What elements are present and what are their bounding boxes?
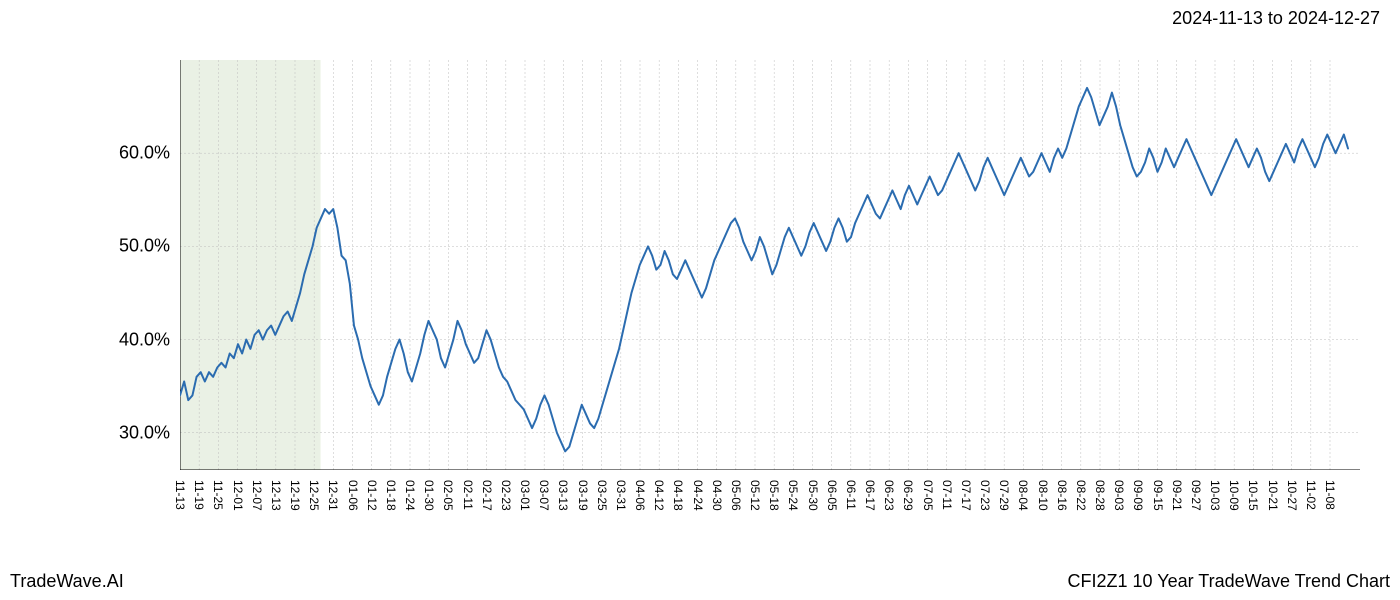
x-tick-label: 09-03 <box>1112 480 1126 511</box>
x-tick-label: 01-06 <box>346 480 360 511</box>
x-tick-label: 04-24 <box>691 480 705 511</box>
x-tick-label: 01-18 <box>384 480 398 511</box>
x-tick-label: 08-22 <box>1074 480 1088 511</box>
horizontal-gridlines <box>180 153 1360 433</box>
x-tick-label: 09-09 <box>1131 480 1145 511</box>
x-tick-label: 05-06 <box>729 480 743 511</box>
x-tick-label: 06-29 <box>901 480 915 511</box>
x-tick-label: 02-05 <box>441 480 455 511</box>
y-tick-label: 40.0% <box>110 329 170 350</box>
y-tick-label: 50.0% <box>110 236 170 257</box>
x-tick-label: 03-19 <box>576 480 590 511</box>
x-tick-label: 10-09 <box>1227 480 1241 511</box>
x-tick-label: 07-05 <box>921 480 935 511</box>
x-tick-label: 12-01 <box>231 480 245 511</box>
x-tick-label: 05-12 <box>748 480 762 511</box>
chart-container <box>180 60 1360 470</box>
x-tick-label: 01-12 <box>365 480 379 511</box>
x-tick-label: 07-11 <box>940 480 954 510</box>
x-tick-label: 03-01 <box>518 480 532 511</box>
x-tick-label: 04-06 <box>633 480 647 511</box>
x-tick-label: 12-31 <box>326 480 340 511</box>
x-tick-label: 11-25 <box>211 480 225 510</box>
x-tick-label: 11-02 <box>1304 480 1318 510</box>
x-tick-label: 09-21 <box>1170 480 1184 511</box>
x-tick-label: 05-18 <box>767 480 781 511</box>
x-tick-label: 10-15 <box>1246 480 1260 511</box>
x-tick-label: 08-04 <box>1016 480 1030 511</box>
vertical-gridlines <box>180 60 1330 470</box>
line-chart-svg <box>180 60 1360 470</box>
x-tick-label: 11-19 <box>192 480 206 510</box>
highlight-band <box>180 60 321 470</box>
x-tick-label: 01-30 <box>422 480 436 511</box>
chart-title: CFI2Z1 10 Year TradeWave Trend Chart <box>1068 571 1391 592</box>
x-tick-label: 07-29 <box>997 480 1011 511</box>
x-tick-label: 08-28 <box>1093 480 1107 511</box>
x-tick-label: 12-25 <box>307 480 321 511</box>
x-tick-label: 10-03 <box>1208 480 1222 511</box>
x-tick-label: 09-15 <box>1151 480 1165 511</box>
x-tick-label: 03-13 <box>556 480 570 511</box>
x-tick-label: 06-11 <box>844 480 858 510</box>
series-line <box>180 88 1348 451</box>
x-tick-label: 05-24 <box>786 480 800 511</box>
x-tick-label: 02-23 <box>499 480 513 511</box>
x-tick-label: 08-16 <box>1055 480 1069 511</box>
x-tick-label: 03-31 <box>614 480 628 511</box>
x-tick-label: 12-19 <box>288 480 302 511</box>
x-tick-label: 10-21 <box>1266 480 1280 511</box>
x-tick-label: 10-27 <box>1285 480 1299 511</box>
x-tick-label: 11-13 <box>173 480 187 510</box>
x-tick-label: 03-07 <box>537 480 551 511</box>
x-tick-label: 09-27 <box>1189 480 1203 511</box>
x-tick-label: 04-18 <box>671 480 685 511</box>
x-tick-label: 06-23 <box>882 480 896 511</box>
x-tick-label: 11-08 <box>1323 480 1337 510</box>
x-tick-label: 02-11 <box>461 480 475 510</box>
x-tick-label: 07-17 <box>959 480 973 511</box>
x-tick-label: 03-25 <box>595 480 609 511</box>
x-tick-label: 01-24 <box>403 480 417 511</box>
y-tick-label: 30.0% <box>110 422 170 443</box>
x-tick-label: 12-13 <box>269 480 283 511</box>
x-tick-label: 07-23 <box>978 480 992 511</box>
x-tick-label: 06-17 <box>863 480 877 511</box>
y-tick-label: 60.0% <box>110 143 170 164</box>
x-tick-label: 05-30 <box>806 480 820 511</box>
brand-label: TradeWave.AI <box>10 571 124 592</box>
x-tick-label: 04-30 <box>710 480 724 511</box>
x-tick-label: 02-17 <box>480 480 494 511</box>
x-tick-label: 06-05 <box>825 480 839 511</box>
x-tick-label: 04-12 <box>652 480 666 511</box>
date-range-label: 2024-11-13 to 2024-12-27 <box>1172 8 1380 29</box>
x-tick-label: 08-10 <box>1036 480 1050 511</box>
x-tick-label: 12-07 <box>250 480 264 511</box>
